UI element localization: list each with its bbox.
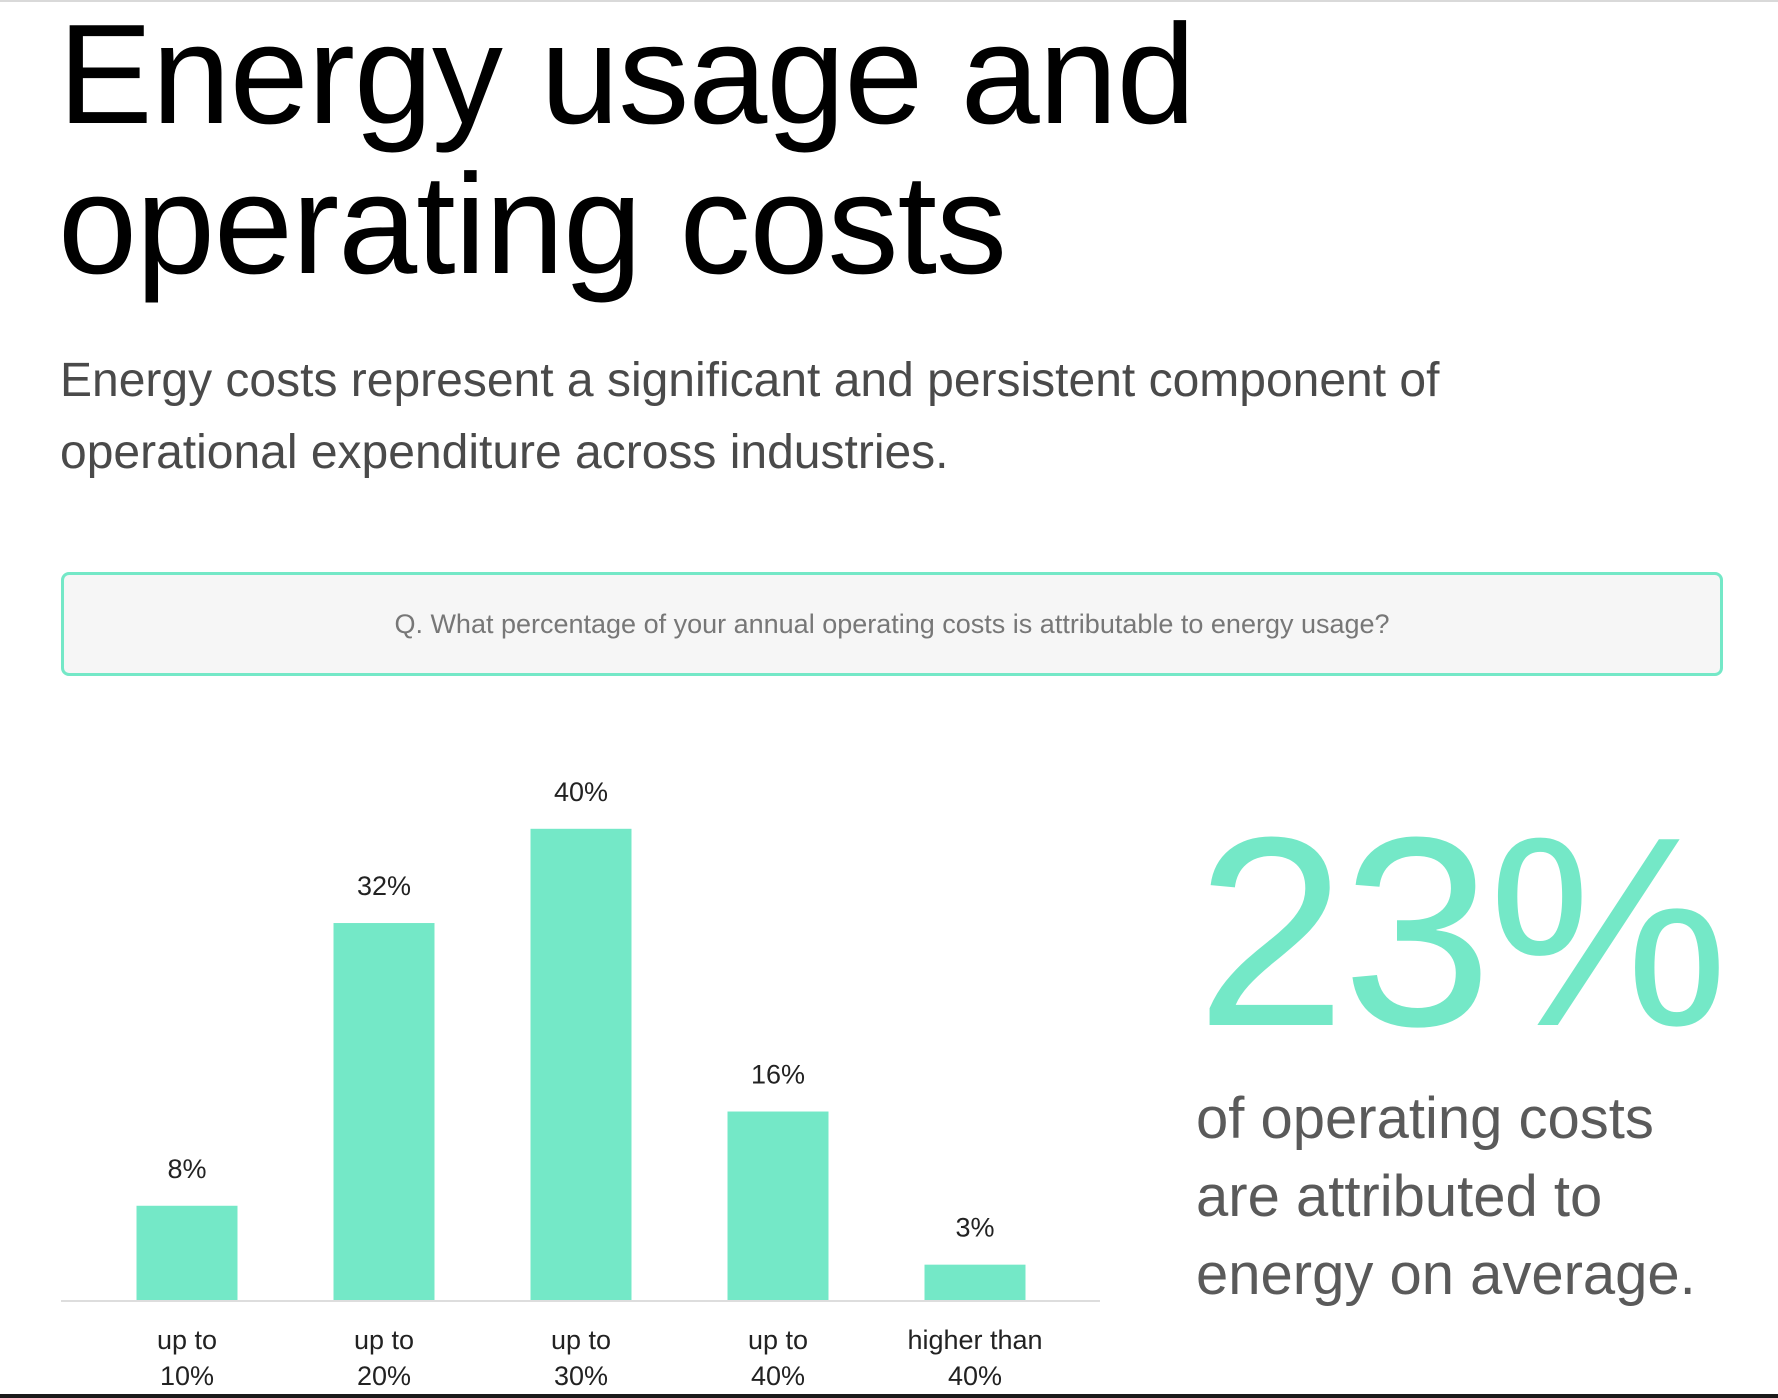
bar-value-label-4: 3%: [955, 1213, 994, 1243]
category-label-0-line-2: 10%: [160, 1361, 214, 1391]
category-label-1-line-2: 20%: [357, 1361, 411, 1391]
category-label-2-line-2: 30%: [554, 1361, 608, 1391]
category-label-3-line-1: up to: [748, 1325, 808, 1355]
page-title-line-1: Energy usage and: [58, 0, 1196, 154]
highlight-caption-line-3: energy on average.: [1196, 1242, 1696, 1307]
bar-2: [530, 828, 632, 1300]
survey-question-text: Q. What percentage of your annual operat…: [394, 608, 1390, 639]
page-title: Energy usage and operating costs: [58, 0, 1458, 300]
highlight-stat-value: 23%: [1196, 782, 1728, 1083]
bar-chart: 8% up to 10% 32% up to 20% 40% up to 30% 16% up to…: [61, 777, 1100, 1391]
bar-3: [727, 1111, 829, 1300]
category-label-1-line-1: up to: [354, 1325, 414, 1355]
bar-value-label-3: 16%: [751, 1060, 805, 1090]
bar-4: [924, 1264, 1026, 1300]
bar-value-label-1: 32%: [357, 871, 411, 901]
page-title-line-2: operating costs: [58, 145, 1007, 304]
category-label-4-line-1: higher than: [907, 1325, 1042, 1355]
highlight-caption-line-1: of operating costs: [1196, 1086, 1654, 1151]
highlight-caption-line-2: are attributed to: [1196, 1164, 1603, 1229]
bottom-divider: [0, 1394, 1778, 1398]
survey-question-box: Q. What percentage of your annual operat…: [61, 572, 1723, 676]
highlight-stat-caption: of operating costs are attributed to ene…: [1196, 1080, 1756, 1314]
page-subtitle-line-2: operational expenditure across industrie…: [60, 426, 949, 479]
category-label-3-line-2: 40%: [751, 1361, 805, 1391]
category-label-2-line-1: up to: [551, 1325, 611, 1355]
category-label-0-line-1: up to: [157, 1325, 217, 1355]
page-subtitle-line-1: Energy costs represent a significant and…: [60, 354, 1440, 407]
category-label-4-line-2: 40%: [948, 1361, 1002, 1391]
bar-value-label-0: 8%: [167, 1154, 206, 1184]
bar-value-label-2: 40%: [554, 777, 608, 807]
top-divider: [0, 0, 1778, 2]
bar-0: [136, 1205, 238, 1300]
page-subtitle: Energy costs represent a significant and…: [60, 345, 1580, 489]
bar-1: [333, 923, 435, 1300]
